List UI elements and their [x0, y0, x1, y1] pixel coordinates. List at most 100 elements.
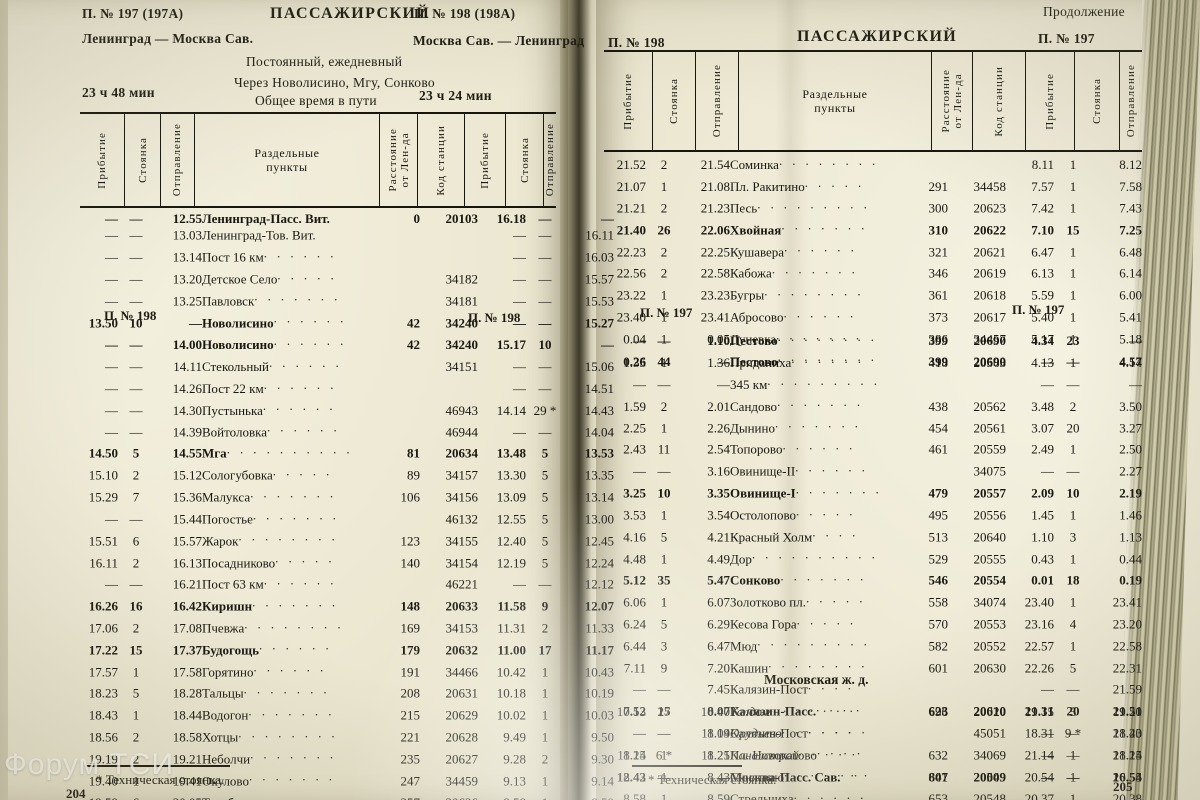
cell-distance: 89 [407, 467, 420, 483]
cell-departure-rev: 22.31 [1112, 660, 1142, 676]
cell-stop-rev: 1 [1069, 244, 1077, 260]
cell-stop: 2 [132, 729, 140, 745]
cell-station-name: Теребутенец . . . . . [202, 790, 380, 800]
cell-stop: 1 [660, 594, 668, 610]
cell-arrival-rev: 1.10 [1031, 529, 1054, 545]
cell-station-name: Тальцы . . . . . . . [202, 680, 380, 702]
station-label: Киришн [202, 598, 253, 614]
cell-departure-rev: 22.58 [1112, 638, 1142, 654]
cell-distance: 0 [413, 211, 421, 226]
station-label: Сандово [730, 398, 778, 414]
cell-arrival-rev: 13.48 [496, 446, 526, 462]
left-note-via: Через Новолисино, Мгу, Сонково [234, 75, 435, 90]
cell-arrival-rev: 9.13 [503, 773, 526, 789]
cell-stop-rev: 5 [541, 446, 549, 462]
cell-departure: 18.58 [172, 729, 202, 745]
cell-departure: 2.26 [707, 420, 730, 436]
cell-distance: 235 [400, 751, 421, 767]
cell-distance: 513 [928, 529, 949, 545]
table-row: 11.15 6 * 11.21 Каналстрой . . . . . — — 18.24 [600, 742, 1142, 764]
cell-departure: 7.20 [707, 660, 730, 676]
cell-distance: 601 [928, 660, 949, 676]
col-header-arrival2: Прибытие [479, 131, 492, 189]
cell-station-code: 45051 [973, 725, 1007, 741]
table-row: 7.11 9 7.20 Кашин . . . . . . . . 601 20630 22… [600, 655, 1142, 677]
cell-arrival: 18.23 [88, 685, 118, 701]
cell-station-name: Талдом . . . . . . . [730, 699, 908, 721]
cell-stop-rev: — [1066, 463, 1080, 479]
cell-station-code: 20020 [973, 704, 1007, 720]
cell-departure: 13.25 [172, 293, 202, 309]
cell-departure: 16.21 [172, 576, 202, 592]
cell-departure-rev: 6.14 [1119, 265, 1142, 281]
cell-arrival: 16.26 [88, 598, 118, 614]
cell-station-name: Кушавера . . . . . . [730, 239, 908, 261]
cell-arrival: — [105, 249, 118, 265]
cell-station-name: Мюд . . . . . . . . . [730, 633, 908, 655]
cell-arrival-rev: 2.09 [1031, 485, 1054, 501]
cell-stop-rev: 9 [541, 598, 549, 614]
cell-station-name: Войтоловка . . . . . . [202, 419, 380, 441]
cell-departure-rev: 23.41 [1112, 594, 1142, 610]
cell-stop-rev: — [538, 424, 552, 440]
cell-departure: — [717, 376, 730, 392]
cell-distance [380, 506, 420, 528]
cell-station-name: Приданиха . . . . . . [730, 350, 908, 372]
cell-departure: 7.45 [707, 681, 730, 697]
cell-arrival-rev: 7.42 [1031, 200, 1054, 216]
cell-stop: 16 [129, 598, 143, 614]
right-train-number-197: П. № 197 [1038, 31, 1095, 46]
cell-arrival: 17.22 [88, 642, 118, 658]
station-label: Песь [730, 200, 758, 216]
cell-stop: 2 [660, 398, 668, 414]
cell-station-name: Дор . . . . . . . . . . [730, 546, 908, 568]
cell-arrival: 15.10 [88, 467, 118, 483]
cell-stop: — [129, 293, 143, 309]
cell-arrival: — [105, 511, 118, 527]
station-label: Водогон [202, 707, 249, 723]
table-row: 17.57 1 17.58 Горятино . . . . . . 191 34466 1… [72, 659, 614, 681]
cell-arrival: — [105, 293, 118, 309]
table-row: — —13.25 Павловск . . . . . . . 34181— —15.5… [72, 288, 614, 310]
cell-arrival: — [105, 228, 118, 244]
cell-arrival: — [105, 359, 118, 375]
cell-stop: — [129, 211, 143, 226]
cell-distance: 106 [400, 489, 421, 505]
cell-stop: 2 [132, 467, 140, 483]
cell-distance: 215 [400, 707, 421, 723]
cell-arrival: 18.43 [88, 707, 118, 723]
cell-stop-rev: — [1066, 376, 1080, 392]
cell-arrival: 6.06 [623, 594, 646, 610]
cell-arrival: — [105, 402, 118, 418]
cell-station-code: 34181 [445, 293, 479, 309]
table-row: 6.24 5 6.29 Кесова Гора . . . . . 570 20553 23… [600, 611, 1142, 633]
cell-station-code: 20623 [973, 200, 1007, 216]
cell-arrival-rev: 11.31 [497, 620, 526, 636]
cell-arrival-rev: 8.11 [1031, 157, 1054, 173]
cell-departure: 22.06 [700, 222, 730, 238]
cell-stop-rev: 15 [1066, 222, 1080, 238]
cell-distance [380, 266, 420, 288]
cell-arrival: 1.35 [623, 355, 646, 371]
cell-station-code: 20557 [973, 485, 1007, 501]
leader-dots: . . . . . . . [250, 485, 337, 501]
cell-arrival: 22.56 [616, 265, 646, 281]
cell-stop: 2 [132, 620, 140, 636]
leader-dots: . . . . . . [263, 376, 337, 392]
cell-station-code: 34182 [445, 271, 479, 287]
cell-station-code: 20553 [973, 616, 1007, 632]
cell-stop-rev: 5 [541, 533, 549, 549]
cell-stop: — [129, 249, 143, 265]
cell-distance: 42 [407, 315, 420, 331]
cell-station-code: 20631 [445, 685, 479, 701]
cell-distance [380, 227, 420, 244]
leader-dots: . . . . . . [273, 310, 347, 326]
cell-departure-rev: — [1129, 333, 1142, 349]
table-row: — —14.39 Войтоловка . . . . . . 46944— —14.0… [72, 419, 614, 441]
cell-arrival-rev: 5.59 [1031, 287, 1054, 303]
station-label: Сологубовка [202, 467, 273, 483]
cell-stop: 11 [657, 442, 671, 458]
station-label: Павловск [202, 293, 255, 309]
cell-stop-rev: 1 [541, 707, 549, 723]
cell-stop: 1 [132, 664, 140, 680]
